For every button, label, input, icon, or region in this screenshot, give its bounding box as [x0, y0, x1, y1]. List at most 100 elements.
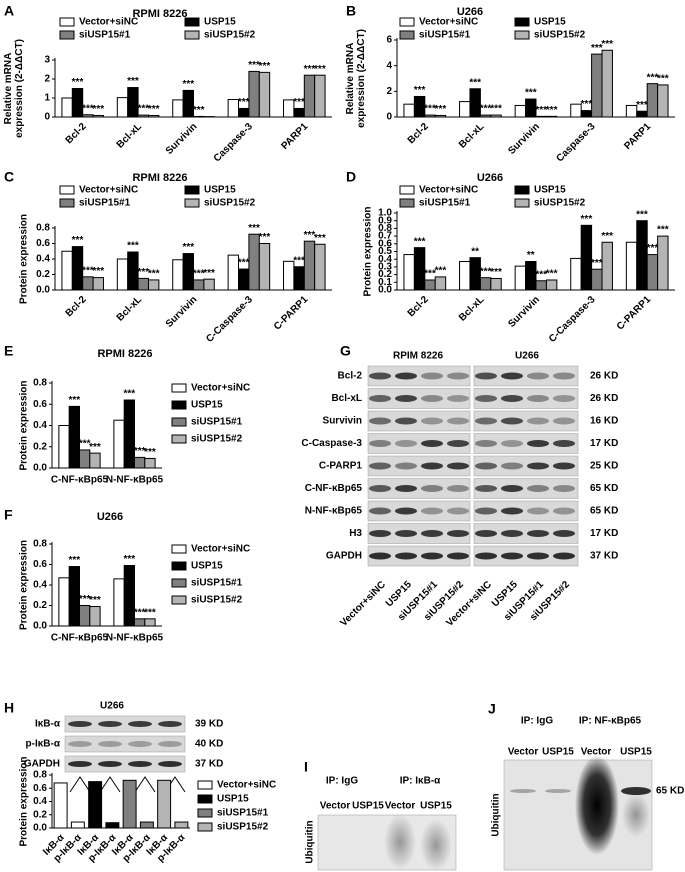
- panel-label: E: [4, 343, 13, 359]
- blot-background: [367, 500, 471, 522]
- significance: **: [527, 250, 535, 261]
- significance: ***: [134, 607, 146, 618]
- significance: ***: [581, 99, 593, 110]
- blot-band: [475, 530, 497, 537]
- legend-swatch: [514, 17, 530, 27]
- bar: [469, 88, 481, 118]
- y-tick-label: 0.2: [378, 269, 392, 280]
- significance: ***: [182, 242, 194, 253]
- significance: ***: [238, 258, 250, 269]
- blot-band: [475, 552, 497, 560]
- significance: **: [471, 246, 479, 257]
- bar: [545, 115, 558, 118]
- legend-swatch: [184, 185, 200, 195]
- blot-band: [158, 721, 182, 727]
- protein-label: GAPDH: [24, 759, 60, 770]
- blot-background: [367, 388, 471, 409]
- blot-band: [527, 552, 549, 560]
- legend-swatch: [184, 198, 200, 208]
- y-tick-label: 3: [44, 55, 50, 66]
- blot-band: [501, 552, 523, 560]
- y-axis-label: Protein expression: [19, 540, 30, 630]
- y-tick-label: 0.2: [36, 269, 50, 280]
- blot-band: [527, 462, 549, 470]
- bar: [89, 452, 101, 469]
- blot-band: [421, 507, 443, 515]
- bar: [525, 98, 537, 118]
- blot-band: [475, 372, 497, 380]
- blot-band: [369, 462, 391, 470]
- legend-swatch: [59, 17, 75, 27]
- legend-swatch: [514, 185, 530, 195]
- y-axis-label: expression (2-ΔΔCT): [356, 29, 367, 128]
- blot-band: [98, 741, 122, 747]
- y-tick-label: 0.7: [378, 231, 392, 242]
- blot-band: [421, 372, 443, 380]
- significance: ***: [591, 258, 603, 269]
- panel-label: C: [4, 169, 14, 185]
- y-tick-label: 0.4: [378, 254, 392, 265]
- significance: ***: [148, 104, 160, 115]
- blot-band: [369, 552, 391, 560]
- legend-swatch: [171, 400, 187, 410]
- blot-band: [501, 440, 523, 447]
- group-label: U266: [515, 351, 539, 362]
- bar: [238, 268, 250, 291]
- significance: ***: [82, 265, 94, 276]
- legend-swatch: [197, 780, 213, 790]
- size-label: 26 KD: [590, 393, 618, 404]
- bar: [58, 577, 70, 627]
- bar: [203, 278, 215, 291]
- bar: [479, 114, 492, 118]
- significance: ***: [124, 554, 136, 565]
- probe-label: Ubiquitin: [305, 820, 316, 863]
- bar: [174, 821, 189, 829]
- size-label: 65 KD: [656, 786, 684, 797]
- blot-band: [395, 552, 417, 560]
- chart-title: RPMI 8226: [132, 8, 187, 20]
- blot-band: [447, 417, 469, 425]
- legend-label: Vector+siNC: [217, 780, 276, 791]
- blot-band: [447, 395, 469, 402]
- bar: [580, 110, 593, 118]
- y-tick-label: 0.8: [33, 539, 47, 550]
- blot-band: [447, 440, 469, 447]
- blot-background: [473, 365, 579, 387]
- blot-band: [447, 530, 469, 537]
- legend-swatch: [184, 30, 200, 40]
- blot-background: [64, 715, 186, 733]
- significance: ***: [647, 243, 659, 254]
- bar: [58, 425, 70, 469]
- blot-band: [98, 761, 122, 767]
- legend-swatch: [171, 578, 187, 588]
- blot-band: [527, 417, 549, 425]
- blot-band: [128, 761, 152, 767]
- chart-title: U266: [477, 172, 503, 184]
- legend-swatch: [399, 30, 415, 40]
- bar: [122, 779, 137, 829]
- bar: [570, 257, 582, 291]
- lane-label: Vector: [385, 801, 416, 812]
- bar: [413, 95, 426, 118]
- legend-swatch: [399, 198, 415, 208]
- significance: ***: [69, 555, 81, 566]
- significance: ***: [144, 607, 156, 618]
- y-tick-label: 0.6: [33, 559, 47, 570]
- significance: ***: [636, 209, 648, 220]
- y-tick-label: 0.4: [33, 420, 47, 431]
- bar: [490, 277, 502, 291]
- legend-label: siUSP15#1: [191, 417, 243, 428]
- x-tick-label: C-Caspase-3: [547, 294, 598, 345]
- bar: [314, 243, 326, 291]
- legend-label: Vector+siNC: [191, 544, 250, 555]
- significance: ***: [601, 231, 613, 242]
- blot-band: [395, 507, 417, 515]
- y-tick-label: 0.3: [378, 262, 392, 273]
- y-axis-label: Protein expression: [19, 214, 30, 304]
- blot-band: [68, 761, 92, 767]
- x-tick-label: C-NF-κBp65: [51, 633, 109, 644]
- bar: [92, 114, 104, 118]
- panel-label: I: [304, 759, 308, 775]
- y-tick-label: 0.2: [33, 600, 47, 611]
